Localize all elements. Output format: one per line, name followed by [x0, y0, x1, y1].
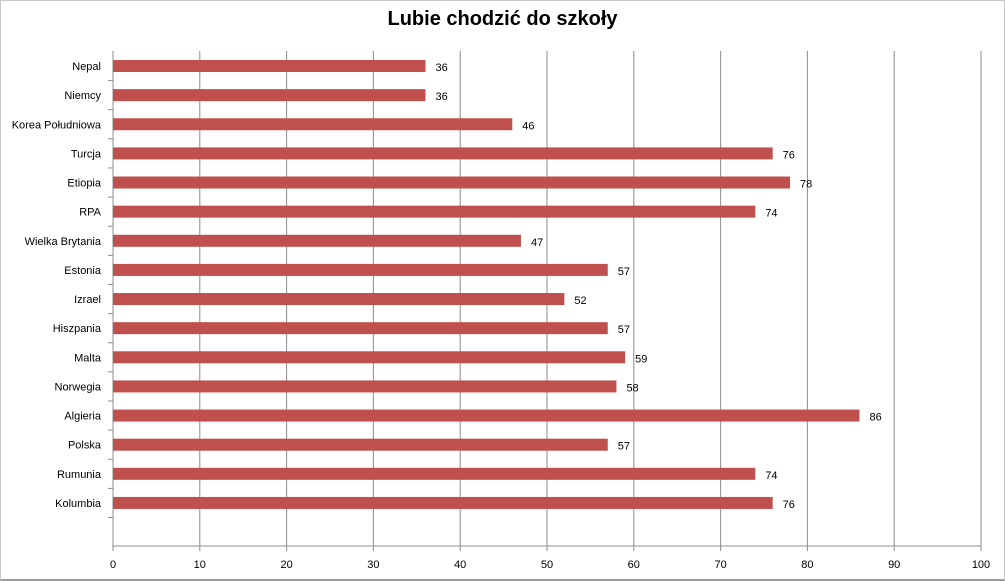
bar-rumunia	[113, 467, 756, 480]
category-label: Hiszpania	[53, 323, 102, 335]
bar-niemcy	[113, 89, 426, 102]
category-label: RPA	[79, 207, 101, 219]
category-label: Malta	[74, 352, 102, 364]
category-label: Korea Południowa	[12, 119, 102, 131]
data-label: 74	[765, 208, 777, 220]
data-label: 86	[869, 412, 881, 424]
x-tick-label: 40	[454, 559, 466, 571]
chart-title: Lubie chodzić do szkoły	[387, 8, 618, 30]
bar-norwegia	[113, 380, 617, 393]
bar-malta	[113, 351, 626, 364]
data-label: 47	[531, 237, 543, 249]
category-label: Rumunia	[57, 469, 102, 481]
x-tick-label: 80	[801, 559, 813, 571]
category-label: Estonia	[64, 265, 102, 277]
category-label: Kolumbia	[55, 498, 102, 510]
category-label: Niemcy	[64, 90, 101, 102]
bar-algieria	[113, 409, 860, 422]
data-label: 76	[783, 499, 795, 511]
data-label: 36	[435, 91, 447, 103]
bar-polska	[113, 438, 608, 451]
category-label: Algieria	[64, 411, 102, 423]
data-label: 57	[618, 266, 630, 278]
category-label: Polska	[68, 440, 102, 452]
bar-turcja	[113, 147, 773, 160]
data-label: 58	[626, 382, 638, 394]
x-tick-label: 10	[194, 559, 206, 571]
bar-korea-południowa	[113, 118, 513, 131]
bar-izrael	[113, 293, 565, 306]
bar-kolumbia	[113, 496, 773, 509]
bar-estonia	[113, 263, 608, 276]
data-label: 57	[618, 324, 630, 336]
data-label: 52	[574, 295, 586, 307]
category-label: Nepal	[72, 61, 101, 73]
data-label: 59	[635, 353, 647, 365]
category-label: Izrael	[74, 294, 101, 306]
x-tick-label: 70	[714, 559, 726, 571]
category-label: Norwegia	[55, 381, 102, 393]
x-tick-label: 0	[110, 559, 116, 571]
data-label: 74	[765, 470, 777, 482]
x-tick-label: 30	[367, 559, 379, 571]
bar-wielka-brytania	[113, 234, 521, 247]
x-tick-label: 60	[628, 559, 640, 571]
x-tick-label: 50	[541, 559, 553, 571]
bar-etiopia	[113, 176, 791, 189]
data-label: 76	[783, 149, 795, 161]
data-label: 46	[522, 120, 534, 132]
category-label: Etiopia	[67, 178, 102, 190]
category-label: Wielka Brytania	[25, 236, 102, 248]
data-label: 36	[435, 62, 447, 74]
bar-rpa	[113, 205, 756, 218]
bar-hiszpania	[113, 322, 608, 335]
data-label: 57	[618, 441, 630, 453]
x-tick-label: 90	[888, 559, 900, 571]
data-label: 78	[800, 179, 812, 191]
x-tick-label: 100	[972, 559, 990, 571]
x-tick-label: 20	[280, 559, 292, 571]
category-label: Turcja	[71, 148, 102, 160]
bar-nepal	[113, 60, 426, 72]
